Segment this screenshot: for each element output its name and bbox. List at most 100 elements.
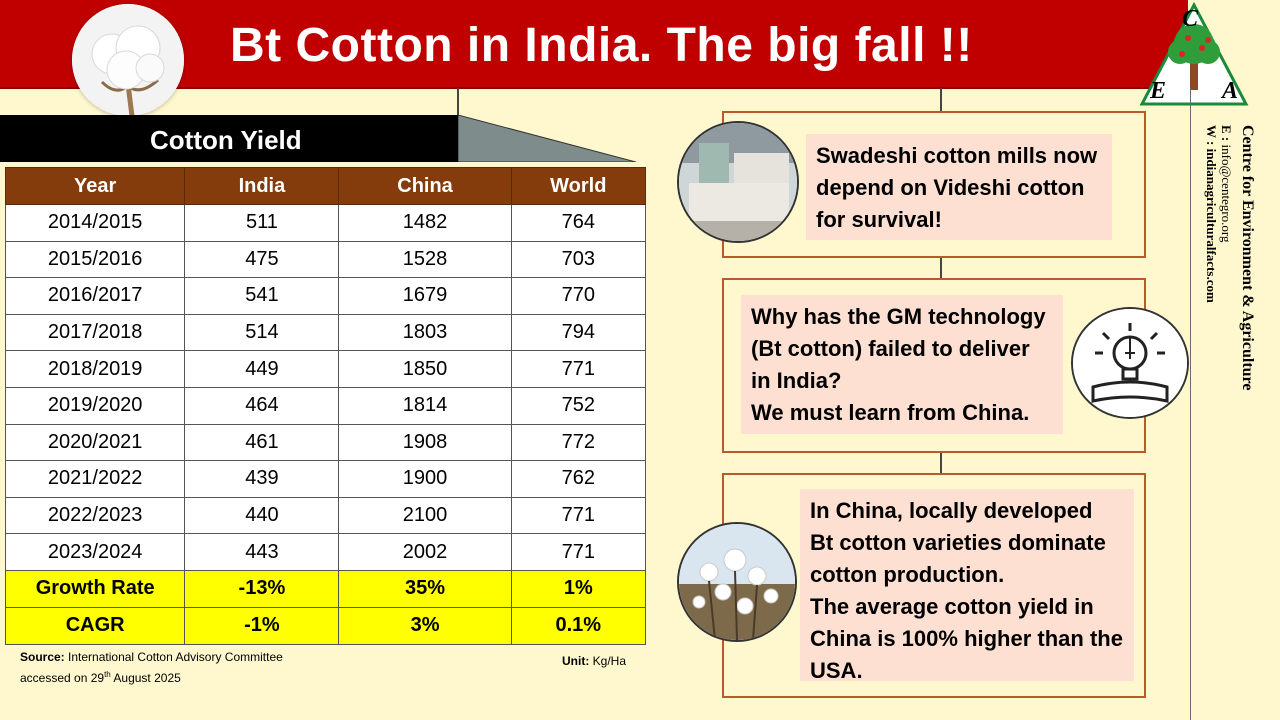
cell-year: 2019/2020 xyxy=(4,386,186,425)
cell-year: 2023/2024 xyxy=(4,533,186,571)
logo-letter-e: E xyxy=(1150,78,1167,104)
email-label: E : xyxy=(1219,125,1234,142)
lightbulb-icon xyxy=(1071,307,1189,419)
panel-line: In China, locally developed xyxy=(810,498,1093,523)
cell-year: 2015/2016 xyxy=(4,240,186,279)
panel-china: In China, locally developed Bt cotton va… xyxy=(722,473,1146,698)
summary-world: 0.1% xyxy=(510,606,647,645)
accessed-prefix: accessed on 29 xyxy=(20,671,105,685)
summary-label: Growth Rate xyxy=(4,569,186,608)
cell-china: 1679 xyxy=(338,277,512,315)
col-header-world: World xyxy=(510,167,647,205)
web-label: W : xyxy=(1204,125,1219,146)
cell-india: 511 xyxy=(184,204,340,242)
col-header-china: China xyxy=(338,167,512,205)
unit-note: Unit: Kg/Ha xyxy=(562,654,626,668)
cea-logo: C E A xyxy=(1138,1,1250,108)
cotton-field-icon xyxy=(677,522,797,642)
cell-year: 2021/2022 xyxy=(4,460,186,498)
summary-china: 3% xyxy=(338,606,512,645)
logo-letter-c: C xyxy=(1182,6,1199,32)
summary-label: CAGR xyxy=(4,606,186,645)
sidebar-org-info: Centre for Environment & Agriculture E :… xyxy=(1200,125,1256,455)
growth-rate-row: Growth Rate -13% 35% 1% xyxy=(4,569,647,608)
panel-line: depend on Videshi cotton xyxy=(816,175,1085,200)
cell-year: 2016/2017 xyxy=(4,277,186,315)
cell-world: 703 xyxy=(510,240,647,279)
cell-china: 1900 xyxy=(338,460,512,498)
cotton-boll-image xyxy=(72,4,184,116)
logo-letter-a: A xyxy=(1222,78,1239,104)
cell-world: 794 xyxy=(510,313,647,352)
cell-year: 2022/2023 xyxy=(4,496,186,535)
table-row: 2017/2018 514 1803 794 xyxy=(4,313,647,352)
title-wedge xyxy=(458,115,637,162)
cell-india: 475 xyxy=(184,240,340,279)
cell-year: 2014/2015 xyxy=(4,204,186,242)
table-header-row: Year India China World xyxy=(4,167,647,205)
cell-world: 772 xyxy=(510,423,647,462)
cell-china: 1482 xyxy=(338,204,512,242)
source-label: Source: xyxy=(20,650,65,664)
panel-mills-text: Swadeshi cotton mills now depend on Vide… xyxy=(806,134,1112,240)
header-banner: Bt Cotton in India. The big fall !! xyxy=(0,0,1188,89)
cell-china: 2002 xyxy=(338,533,512,571)
cell-year: 2017/2018 xyxy=(4,313,186,352)
cell-india: 541 xyxy=(184,277,340,315)
cell-china: 2100 xyxy=(338,496,512,535)
summary-world: 1% xyxy=(510,569,647,608)
cotton-yield-table: Year India China World 2014/2015 511 1482 7… xyxy=(4,167,647,645)
cell-year: 2020/2021 xyxy=(4,423,186,462)
panel-line: USA. xyxy=(810,658,863,683)
cell-world: 770 xyxy=(510,277,647,315)
cell-world: 762 xyxy=(510,460,647,498)
email-address: info@centegro.org xyxy=(1219,144,1234,243)
panel-line: The average cotton yield in xyxy=(810,594,1094,619)
panel-line: Why has the GM technology xyxy=(751,304,1046,329)
cell-world: 764 xyxy=(510,204,647,242)
col-header-india: India xyxy=(184,167,340,205)
cell-world: 771 xyxy=(510,350,647,388)
panel-line: (Bt cotton) failed to deliver xyxy=(751,336,1030,361)
cell-world: 771 xyxy=(510,496,647,535)
table-row: 2016/2017 541 1679 770 xyxy=(4,277,647,315)
unit-label: Unit: xyxy=(562,654,590,668)
table-row: 2019/2020 464 1814 752 xyxy=(4,386,647,425)
panel-line: China is 100% higher than the xyxy=(810,626,1123,651)
table-row: 2014/2015 511 1482 764 xyxy=(4,204,647,242)
cagr-row: CAGR -1% 3% 0.1% xyxy=(4,606,647,645)
summary-india: -1% xyxy=(184,606,340,645)
col-header-year: Year xyxy=(4,167,186,205)
page-title: Bt Cotton in India. The big fall !! xyxy=(230,19,973,72)
panel-line: for survival! xyxy=(816,207,942,232)
table-row: 2018/2019 449 1850 771 xyxy=(4,350,647,388)
panel-line: We must learn from China. xyxy=(751,400,1030,425)
cell-india: 514 xyxy=(184,313,340,352)
web-address: indianagriculturalfacts.com xyxy=(1204,148,1219,303)
cell-year: 2018/2019 xyxy=(4,350,186,388)
yield-title: Cotton Yield xyxy=(150,125,302,155)
org-contact: E : info@centegro.org W : indianagricult… xyxy=(1204,125,1234,303)
panel-line: cotton production. xyxy=(810,562,1005,587)
cell-china: 1528 xyxy=(338,240,512,279)
table-row: 2022/2023 440 2100 771 xyxy=(4,496,647,535)
cell-china: 1814 xyxy=(338,386,512,425)
cell-china: 1803 xyxy=(338,313,512,352)
connector-right-top xyxy=(940,88,942,112)
panel-china-text: In China, locally developed Bt cotton va… xyxy=(800,489,1134,683)
org-name: Centre for Environment & Agriculture xyxy=(1239,125,1256,391)
cell-india: 449 xyxy=(184,350,340,388)
yield-title-bar: Cotton Yield xyxy=(0,115,458,162)
table-row: 2020/2021 461 1908 772 xyxy=(4,423,647,462)
cotton-mill-icon xyxy=(677,121,799,243)
cell-world: 771 xyxy=(510,533,647,571)
table-row: 2021/2022 439 1900 762 xyxy=(4,460,647,498)
cell-china: 1850 xyxy=(338,350,512,388)
cell-india: 443 xyxy=(184,533,340,571)
table-row: 2023/2024 443 2002 771 xyxy=(4,533,647,571)
accessed-suffix: August 2025 xyxy=(110,671,181,685)
connector-right-mid1 xyxy=(940,255,942,278)
panel-line: in India? xyxy=(751,368,842,393)
cell-india: 464 xyxy=(184,386,340,425)
source-note: Source: International Cotton Advisory Co… xyxy=(20,648,283,687)
